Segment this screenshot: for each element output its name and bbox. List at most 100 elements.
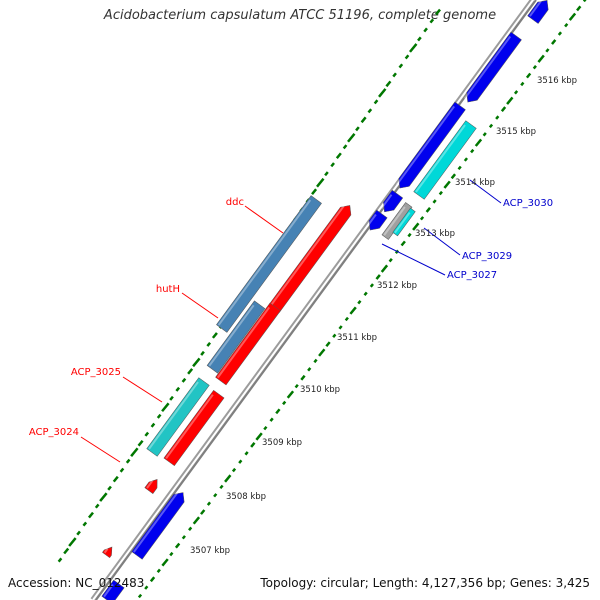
gc-mark-inner <box>269 417 274 422</box>
gc-mark-inner <box>188 526 193 532</box>
gc-mark-inner <box>174 542 181 549</box>
cds-3513 <box>380 189 404 213</box>
gc-mark-outer <box>404 54 410 60</box>
gc-mark-inner <box>412 222 420 231</box>
gc-mark-inner <box>181 535 186 540</box>
gc-mark-inner <box>438 190 443 196</box>
gc-mark-inner <box>419 216 425 221</box>
gc-mark-outer <box>99 492 108 502</box>
tick-label: 3511 kbp <box>337 333 377 343</box>
gc-mark-outer <box>335 152 342 160</box>
cds-top <box>527 0 549 24</box>
gc-mark-inner <box>344 316 349 322</box>
gc-mark-inner <box>488 123 494 129</box>
label-leaders <box>80 179 502 463</box>
accession-text: Accession: NC_012483 <box>8 576 145 590</box>
gc-mark-inner <box>275 408 281 415</box>
gc-mark-outer <box>324 171 329 177</box>
cds-small-2-highlight <box>103 548 109 554</box>
gc-mark-outer <box>330 162 335 168</box>
gc-mark-outer <box>137 439 144 447</box>
gc-mark-outer <box>156 413 162 419</box>
gc-mark-inner <box>213 493 218 498</box>
pseudo-acp3027 <box>381 202 413 240</box>
gc-mark-inner <box>407 232 412 238</box>
gc-mark-outer <box>355 126 360 132</box>
gc-mark-outer <box>144 431 150 437</box>
gc-mark-inner <box>363 291 368 296</box>
cds-3507 <box>131 492 185 560</box>
gc-mark-outer <box>107 485 112 491</box>
cds-acp3029-highlight <box>366 213 377 228</box>
gc-mark-inner <box>294 383 299 389</box>
label-acp3025-leader <box>122 376 163 403</box>
cds-small-1-highlight <box>146 480 154 489</box>
gene-hutH-outer <box>206 300 266 374</box>
gc-mark-inner <box>332 333 337 338</box>
gc-mark-inner <box>238 459 243 464</box>
backbone-line-gap <box>92 0 534 600</box>
gc-mark-outer <box>206 341 212 347</box>
gc-mark-inner <box>582 0 587 3</box>
gc-content-track <box>57 0 587 599</box>
gc-mark-inner <box>457 165 462 171</box>
gc-mark-outer <box>87 511 94 519</box>
gc-mark-inner <box>224 474 232 483</box>
gc-mark-inner <box>286 390 295 399</box>
cds-small-1 <box>144 479 158 494</box>
gc-mark-inner <box>576 5 582 12</box>
gene-acp3027-highlight <box>394 211 411 234</box>
cds-3516-shape <box>466 31 522 103</box>
cds-3515 <box>395 101 466 189</box>
gc-mark-inner <box>551 39 557 45</box>
gc-mark-inner <box>432 199 437 204</box>
gc-mark-inner <box>537 54 545 63</box>
cds-hutH-highlight <box>216 306 271 379</box>
gc-mark-inner <box>425 207 431 213</box>
gc-mark-outer <box>192 357 201 368</box>
gc-mark-inner <box>443 180 451 189</box>
label-hutH: hutH <box>156 284 180 295</box>
gc-mark-outer <box>94 503 100 509</box>
gc-mark-outer <box>311 188 318 195</box>
gc-mark-outer <box>342 144 348 150</box>
gc-mark-inner <box>375 274 381 280</box>
cds-top-shape <box>527 0 549 24</box>
gc-mark-outer <box>130 447 139 457</box>
gc-mark-inner <box>338 325 343 330</box>
gc-mark-outer <box>423 27 428 33</box>
gc-mark-outer <box>125 458 131 464</box>
gc-mark-inner <box>156 568 161 573</box>
gc-mark-inner <box>206 501 212 506</box>
gc-mark-outer <box>161 402 170 413</box>
cds-3516-highlight <box>463 35 512 100</box>
gc-mark-inner <box>532 64 537 70</box>
label-acp3024-leader <box>80 436 121 463</box>
cds-small-2 <box>102 546 113 559</box>
gc-mark-outer <box>200 350 205 356</box>
gene-acp3030-highlight <box>415 124 466 193</box>
feature-track <box>101 0 549 600</box>
gene-acp3030 <box>413 120 477 200</box>
feature-labels: ddc hutH ACP_3025 ACP_3024 ACP_3030 ACP_3029 A… <box>29 197 553 438</box>
tick-label: 3514 kbp <box>455 178 495 188</box>
cds-acp3025 <box>163 389 225 467</box>
gc-mark-outer <box>398 63 404 69</box>
gc-mark-inner <box>318 348 326 357</box>
label-acp3024: ACP_3024 <box>29 427 79 438</box>
gc-mark-inner <box>474 138 483 147</box>
gc-mark-inner <box>219 484 224 490</box>
gene-acp3030-shape <box>413 120 477 200</box>
gc-mark-inner <box>200 509 206 515</box>
gc-mark-inner <box>463 157 469 162</box>
gc-mark-outer <box>150 422 156 428</box>
tick-label: 3512 kbp <box>377 281 417 291</box>
gc-mark-inner <box>255 432 263 441</box>
gc-mark-outer <box>392 72 397 78</box>
cds-3513-highlight <box>380 194 393 209</box>
gc-mark-outer <box>409 43 418 53</box>
gc-mark-outer <box>385 80 392 88</box>
gc-mark-inner <box>557 31 563 36</box>
cds-3516 <box>463 31 522 103</box>
gene-acp3025-highlight <box>148 381 199 450</box>
